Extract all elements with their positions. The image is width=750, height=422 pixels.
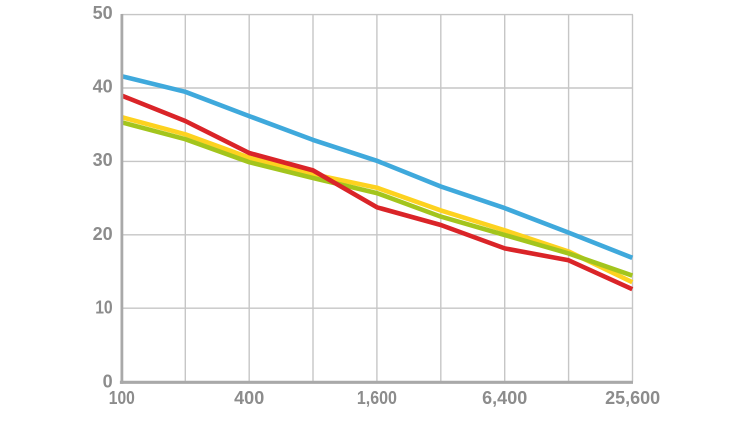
svg-text:400: 400	[234, 388, 264, 408]
svg-text:1,600: 1,600	[357, 388, 397, 408]
svg-text:25,600: 25,600	[605, 388, 660, 408]
svg-text:30: 30	[93, 150, 113, 170]
svg-text:100: 100	[109, 388, 135, 408]
svg-text:20: 20	[93, 224, 113, 244]
svg-text:40: 40	[93, 77, 113, 97]
svg-text:6,400: 6,400	[482, 388, 527, 408]
svg-text:0: 0	[103, 371, 113, 391]
svg-text:50: 50	[93, 3, 113, 23]
svg-text:10: 10	[95, 298, 113, 318]
